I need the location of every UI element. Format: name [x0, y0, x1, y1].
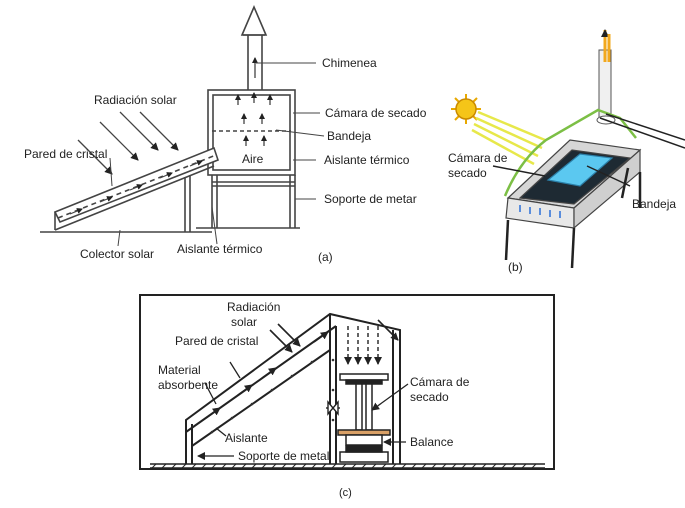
- caption-c: (c): [339, 487, 352, 499]
- label-soporte-de-metar: Soporte de metar: [324, 192, 417, 206]
- label-radiacion-c-2: solar: [231, 315, 257, 329]
- label-pared-c: Pared de cristal: [175, 334, 258, 348]
- label-camara-c-1: Cámara de: [410, 375, 470, 389]
- drying-chamber: [207, 89, 296, 176]
- label-radiacion-c-1: Radiación: [227, 300, 280, 314]
- panel-b-text: Cámara de secado Bandeja (b): [448, 151, 676, 274]
- valve-icon: [326, 400, 340, 416]
- insulation-dots: [210, 358, 335, 434]
- label-material-c-2: absorbente: [158, 378, 218, 392]
- label-soporte-c: Soporte de metal: [238, 449, 329, 463]
- panel-a-text: Chimenea Radiación solar Cámara de secad…: [24, 56, 427, 264]
- label-camara-de-secado: Cámara de secado: [325, 106, 427, 120]
- leader-lines-a: [109, 62, 325, 247]
- leader-lines-b: [492, 113, 685, 187]
- label-aislante-termico-2: Aislante térmico: [177, 242, 263, 256]
- chimney-b: [596, 29, 616, 125]
- label-aire: Aire: [242, 152, 264, 166]
- label-aislante-termico-1: Aislante térmico: [324, 153, 410, 167]
- label-camara-c-2: secado: [410, 390, 449, 404]
- chamber-air-arrows: [235, 92, 273, 146]
- chimney: [240, 4, 268, 90]
- ground-hatch: [151, 463, 537, 469]
- leader-lines-c: [197, 361, 409, 460]
- label-camara-b-2: secado: [448, 166, 487, 180]
- label-balance-c: Balance: [410, 435, 454, 449]
- label-bandeja-b: Bandeja: [632, 197, 676, 211]
- green-frame: [503, 108, 637, 197]
- collector-air-arrows-c: [205, 331, 329, 419]
- label-camara-b-1: Cámara de: [448, 151, 508, 165]
- caption-a: (a): [318, 250, 333, 264]
- sun-icon: [451, 94, 481, 124]
- chamber-down-arrows: [344, 326, 382, 365]
- panel-c-text: Radiación solar Pared de cristal Materia…: [158, 300, 470, 499]
- label-colector-solar: Colector solar: [80, 247, 154, 261]
- label-bandeja: Bandeja: [327, 129, 371, 143]
- label-aislante-c: Aislante: [225, 431, 268, 445]
- label-pared-de-cristal: Pared de cristal: [24, 147, 107, 161]
- label-material-c-1: Material: [158, 363, 201, 377]
- label-radiacion-solar: Radiación solar: [94, 93, 177, 107]
- radiation-arrows-c: [269, 319, 399, 353]
- caption-b: (b): [508, 260, 523, 274]
- sun-rays: [471, 110, 546, 166]
- collector-air-arrows: [69, 160, 203, 215]
- panel-b: [451, 29, 685, 269]
- panel-c: [139, 294, 555, 470]
- dryer-body: [505, 139, 642, 230]
- panel-a: [40, 4, 325, 247]
- metal-support: [196, 175, 300, 229]
- radiation-arrows: [77, 111, 179, 175]
- label-chimenea: Chimenea: [322, 56, 377, 70]
